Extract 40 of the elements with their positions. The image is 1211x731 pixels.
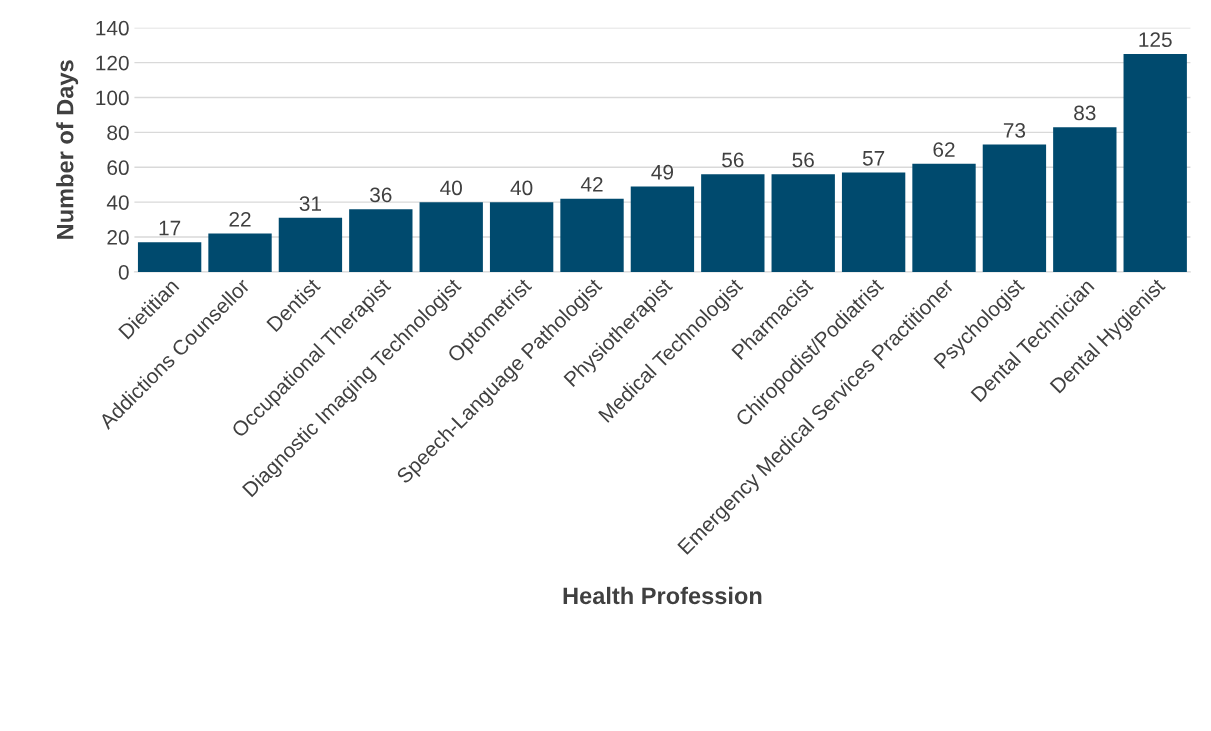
- bar: [489, 202, 554, 272]
- y-tick-label: 20: [107, 230, 129, 245]
- bar: [419, 202, 483, 272]
- data-label: 40: [440, 180, 462, 196]
- y-axis-title: Number of Days: [56, 60, 79, 239]
- bar: [630, 186, 695, 272]
- data-label: 57: [862, 151, 885, 166]
- data-label: 40: [510, 180, 533, 196]
- bar: [771, 174, 835, 272]
- data-label: 73: [1003, 122, 1026, 138]
- bar: [278, 217, 343, 272]
- bar: [1123, 53, 1187, 272]
- bar: [137, 242, 202, 272]
- y-tick-label: 80: [107, 125, 129, 141]
- data-label: 22: [229, 211, 251, 227]
- bar: [1053, 127, 1117, 272]
- data-label: 42: [580, 177, 603, 192]
- bar: [841, 172, 906, 272]
- data-label: 56: [722, 152, 744, 168]
- data-label: 49: [651, 164, 674, 180]
- data-label: 125: [1139, 32, 1172, 48]
- data-label: 62: [933, 142, 955, 157]
- y-tick-label: 140: [96, 20, 129, 36]
- x-axis-title: Health Profession: [563, 586, 762, 605]
- bar: [208, 233, 272, 272]
- data-label: 31: [299, 196, 321, 211]
- bar: [912, 163, 976, 272]
- bar: [560, 198, 624, 272]
- data-label: 36: [370, 187, 392, 203]
- data-label: 56: [792, 152, 814, 168]
- y-tick-label: 0: [118, 264, 129, 280]
- data-label: 83: [1074, 105, 1096, 121]
- bar: [701, 174, 765, 272]
- bar: [349, 209, 413, 272]
- y-tick-label: 100: [96, 90, 129, 106]
- y-tick-label: 60: [107, 160, 129, 176]
- bar: [982, 144, 1047, 272]
- y-tick-label: 40: [106, 195, 129, 210]
- data-label: 17: [159, 220, 181, 236]
- y-tick-label: 120: [96, 55, 129, 71]
